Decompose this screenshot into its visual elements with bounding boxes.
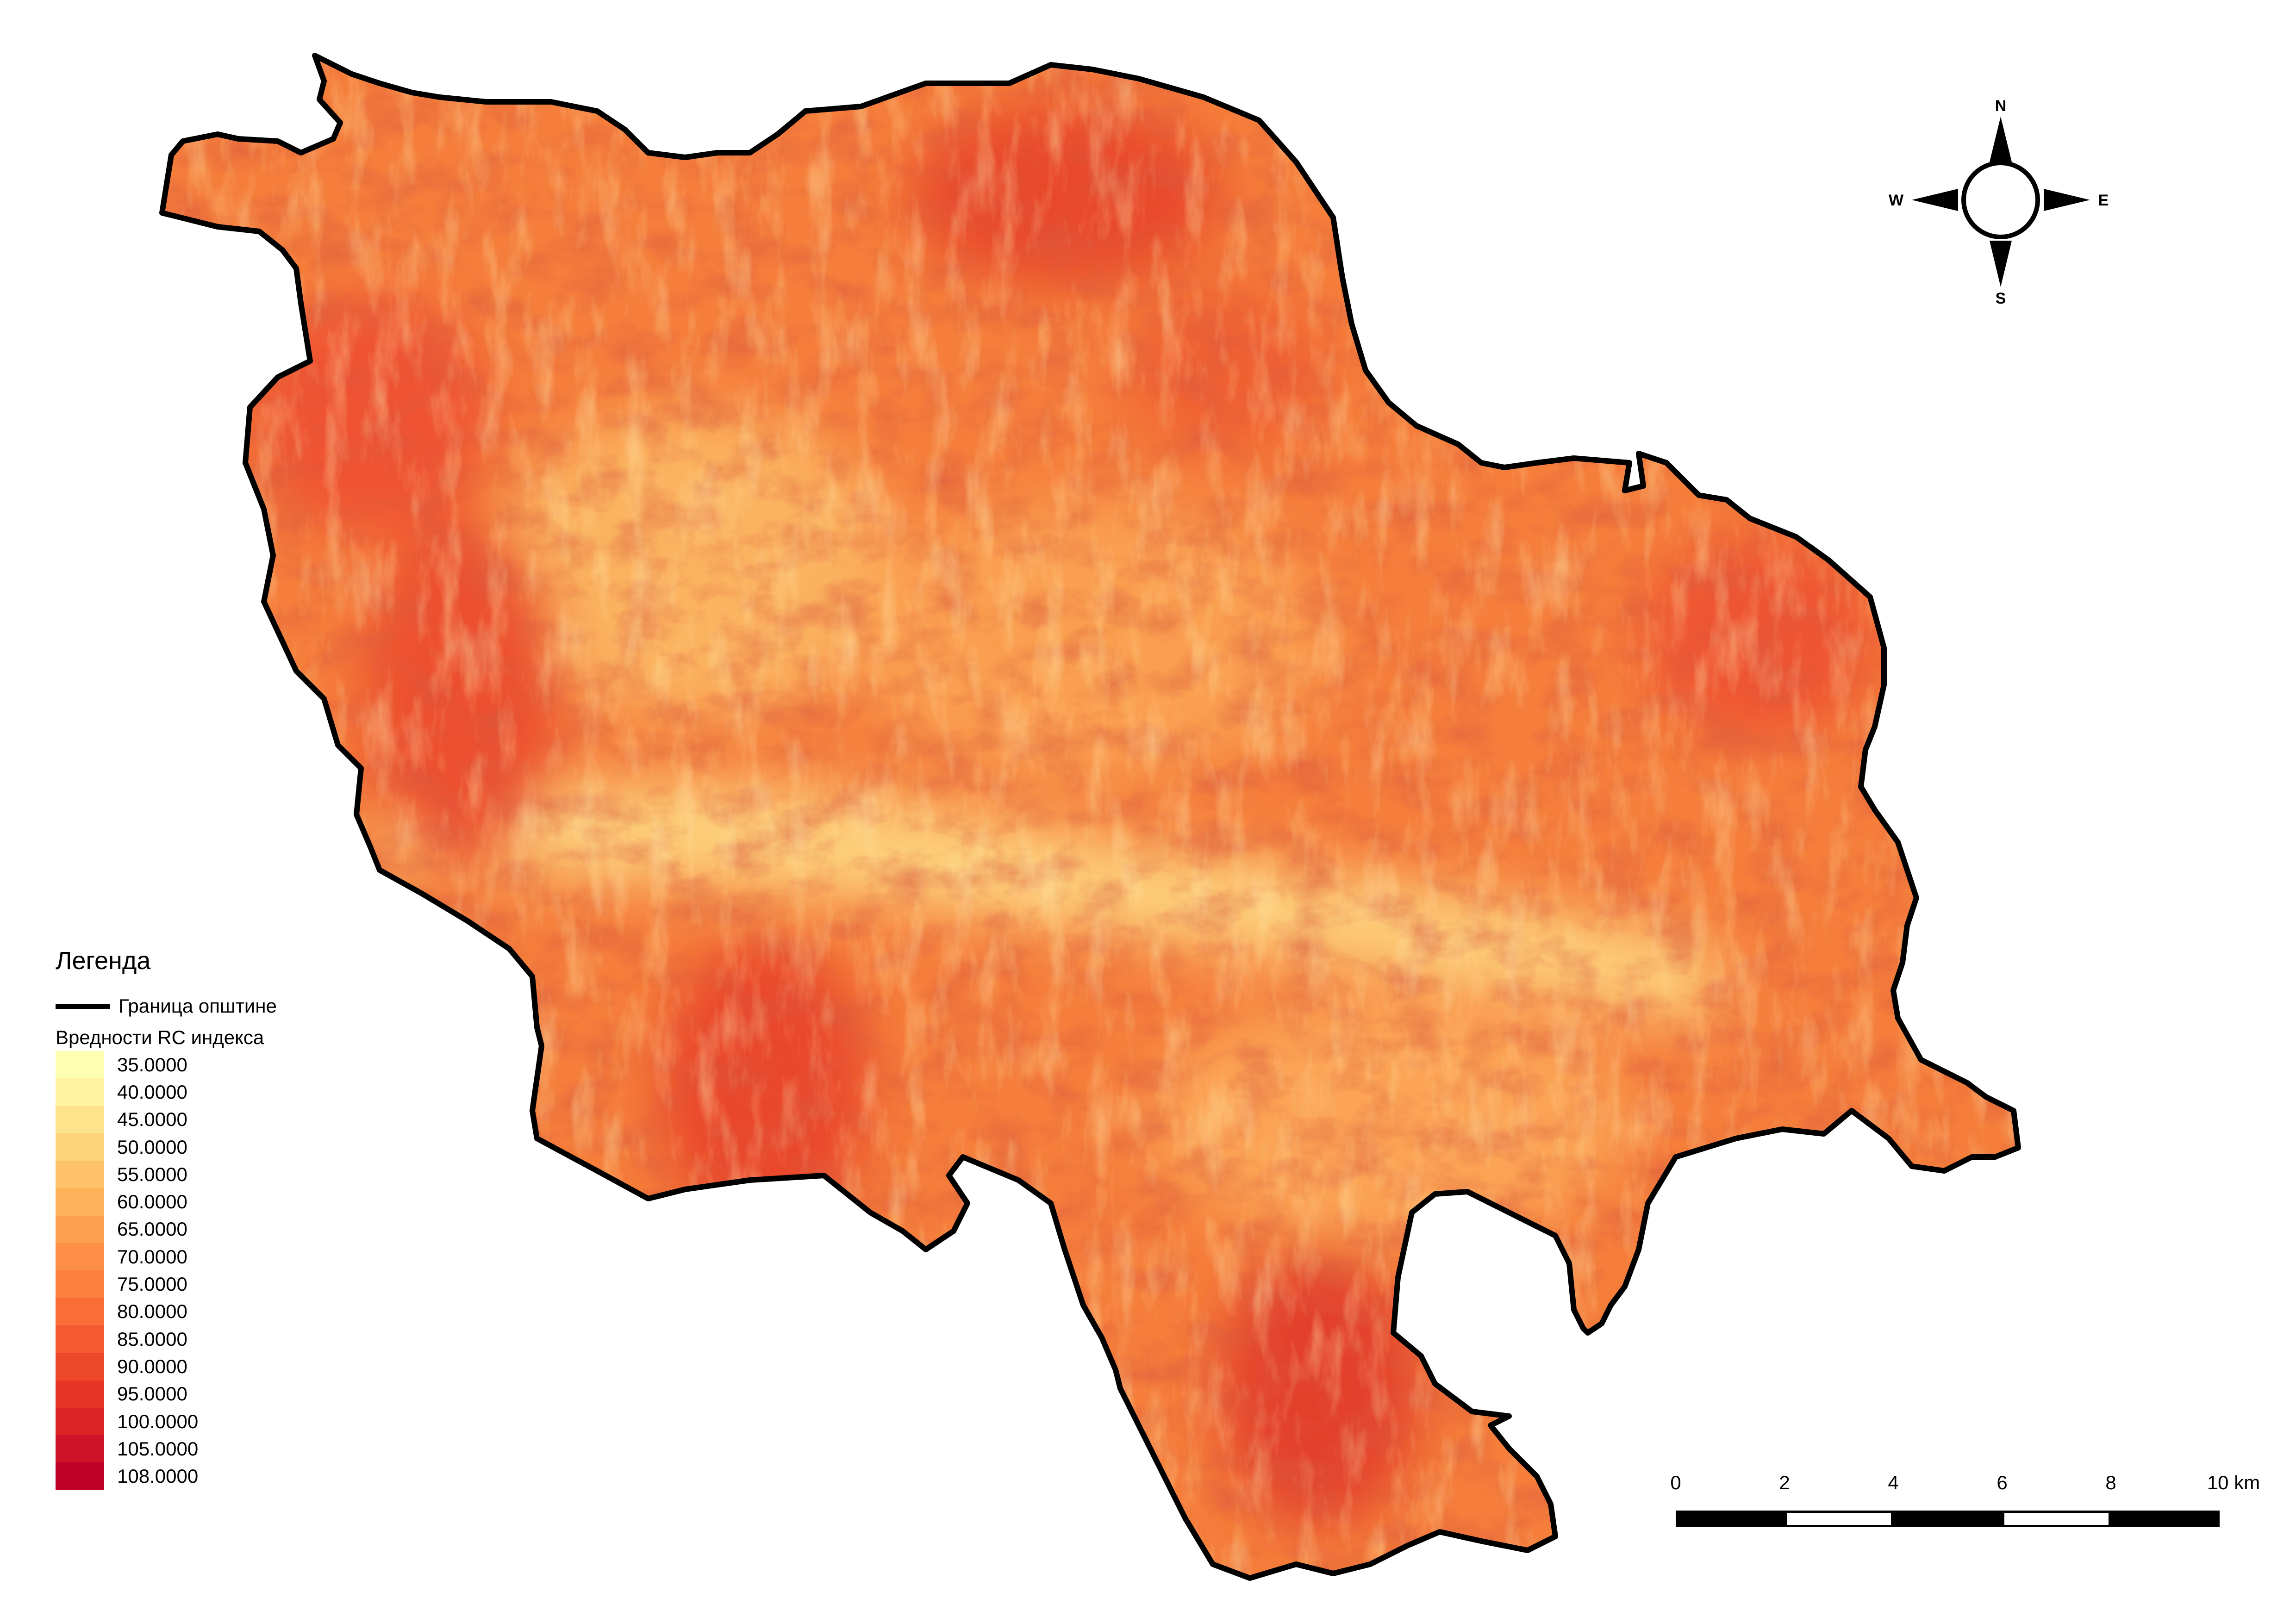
legend-class-item: 60.0000 xyxy=(56,1188,380,1216)
scale-bar-segment xyxy=(1893,1511,2002,1527)
legend-ramp-title: Вредности RC индекса xyxy=(56,1026,264,1048)
compass-west-label: W xyxy=(1889,192,1904,209)
legend-swatch xyxy=(56,1078,104,1106)
legend-class-item: 40.0000 xyxy=(56,1078,380,1106)
compass-ring xyxy=(1961,161,2040,239)
scale-bar-segment xyxy=(1784,1511,1893,1527)
legend-class-label: 95.0000 xyxy=(117,1383,187,1405)
legend-title: Легенда xyxy=(56,947,151,975)
legend-class-label: 105.0000 xyxy=(117,1437,199,1460)
legend-class-label: 40.0000 xyxy=(117,1081,187,1103)
compass-west-pointer xyxy=(1912,189,1958,211)
legend-swatch xyxy=(56,1353,104,1380)
legend-class-label: 90.0000 xyxy=(117,1355,187,1377)
legend-class-label: 60.0000 xyxy=(117,1191,187,1213)
municipality-boundary xyxy=(159,53,2021,1581)
scale-bar-tick-label: 8 xyxy=(2105,1472,2116,1493)
legend-swatch xyxy=(56,1325,104,1353)
boundary-line-symbol xyxy=(56,1003,110,1009)
legend-swatch xyxy=(56,1462,104,1490)
compass-east-label: E xyxy=(2098,192,2109,209)
compass-north-pointer xyxy=(1990,117,2012,162)
scale-bar-segment xyxy=(2002,1511,2111,1527)
legend-swatch xyxy=(56,1215,104,1244)
scale-bar-segment xyxy=(2111,1511,2220,1527)
legend-swatch xyxy=(56,1161,104,1188)
legend: Легенда Граница општине Вредности RC инд… xyxy=(56,946,380,1490)
scale-bar-tick-label: 2 xyxy=(1779,1472,1790,1493)
scale-bar-tick-label: 4 xyxy=(1888,1472,1899,1493)
scale-bar-segment xyxy=(1676,1511,1784,1527)
legend-class-item: 105.0000 xyxy=(56,1435,380,1463)
scale-bar: 0 2 4 6 8 10 km xyxy=(1620,1472,2260,1546)
legend-class-item: 95.0000 xyxy=(56,1380,380,1408)
legend-class-item: 75.0000 xyxy=(56,1270,380,1298)
legend-class-item: 50.0000 xyxy=(56,1133,380,1161)
legend-swatch xyxy=(56,1106,104,1133)
legend-class-item: 100.0000 xyxy=(56,1407,380,1436)
legend-swatch xyxy=(56,1133,104,1161)
legend-class-label: 65.0000 xyxy=(117,1218,187,1240)
legend-class-item: 85.0000 xyxy=(56,1325,380,1353)
legend-classes: 35.0000 40.0000 45.0000 50.0000 55.0000 60.00… xyxy=(56,1051,380,1490)
legend-class-label: 75.0000 xyxy=(117,1273,187,1295)
legend-boundary-label: Граница општине xyxy=(119,995,277,1017)
legend-class-label: 45.0000 xyxy=(117,1108,187,1131)
legend-class-item: 45.0000 xyxy=(56,1106,380,1133)
compass-south-pointer xyxy=(1990,241,2012,287)
legend-class-item: 108.0000 xyxy=(56,1462,380,1490)
legend-class-item: 90.0000 xyxy=(56,1353,380,1380)
legend-swatch xyxy=(56,1435,104,1463)
legend-class-label: 50.0000 xyxy=(117,1136,187,1158)
legend-class-label: 80.0000 xyxy=(117,1300,187,1323)
legend-swatch xyxy=(56,1051,104,1079)
legend-class-label: 55.0000 xyxy=(117,1163,187,1185)
legend-class-item: 80.0000 xyxy=(56,1298,380,1325)
legend-boundary-item: Граница општине xyxy=(56,995,380,1018)
north-arrow: N S W E xyxy=(1889,97,2109,307)
compass-south-label: S xyxy=(1996,290,2006,307)
legend-swatch xyxy=(56,1380,104,1408)
legend-class-item: 65.0000 xyxy=(56,1215,380,1244)
scale-bar-tick-label: 0 xyxy=(1670,1472,1681,1493)
legend-swatch xyxy=(56,1188,104,1216)
scale-bar-tick-label: 10 km xyxy=(2207,1472,2260,1493)
compass-north-label: N xyxy=(1995,97,2007,115)
legend-class-item: 55.0000 xyxy=(56,1161,380,1188)
legend-swatch xyxy=(56,1298,104,1325)
legend-class-label: 70.0000 xyxy=(117,1245,187,1268)
legend-class-label: 35.0000 xyxy=(117,1053,187,1076)
legend-swatch xyxy=(56,1243,104,1271)
compass-east-pointer xyxy=(2044,189,2090,211)
scale-bar-tick-label: 6 xyxy=(1997,1472,2008,1493)
legend-swatch xyxy=(56,1407,104,1436)
legend-class-label: 100.0000 xyxy=(117,1410,199,1432)
legend-class-label: 85.0000 xyxy=(117,1328,187,1350)
legend-class-item: 35.0000 xyxy=(56,1051,380,1079)
legend-class-item: 70.0000 xyxy=(56,1243,380,1271)
legend-class-label: 108.0000 xyxy=(117,1465,199,1487)
legend-swatch xyxy=(56,1270,104,1298)
